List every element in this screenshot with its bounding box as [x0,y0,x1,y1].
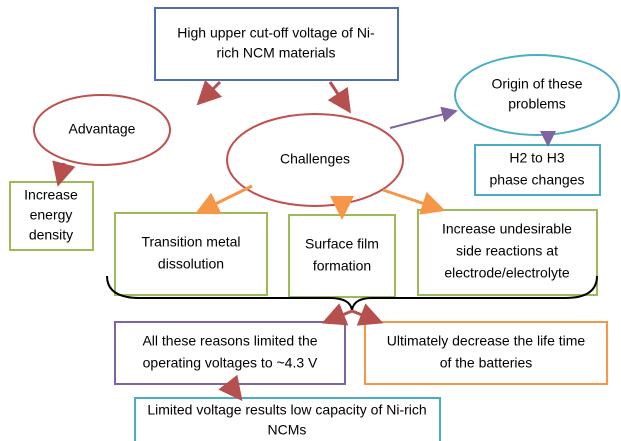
node-label: Origin of these [491,76,582,92]
arrow [196,79,223,106]
ellipse [454,54,620,136]
node-label: Limited voltage results low capacity of … [147,402,426,418]
node-label: High upper cut-off voltage of Ni- [177,25,375,41]
node-label: Transition metal [141,234,240,250]
ellipse [226,113,404,207]
node-label: Advantage [69,121,136,137]
node-label: of the batteries [440,355,533,371]
node-label: Ultimately decrease the life time [387,333,586,349]
arrow [351,303,384,326]
node-label: operating voltages to ~4.3 V [143,355,318,371]
box [288,214,396,298]
arrow [194,184,253,215]
box [9,181,94,251]
node-label: dissolution [158,256,224,272]
node-label: H2 to H3 [509,150,564,166]
labels: High upper cut-off voltage of Ni-rich NC… [24,25,585,438]
arrow [218,374,243,402]
node-label: Increase undesirable [442,221,572,237]
node-label: rich NCM materials [216,45,335,61]
node-label: side reactions at [456,243,558,259]
node-label: NCMs [268,422,307,438]
brace [106,275,598,311]
box [417,209,598,296]
node-label: formation [313,258,371,274]
ellipse [33,94,171,166]
box [474,144,601,196]
arrows [52,79,556,402]
node-label: Surface film [305,236,379,252]
arrow [52,160,76,187]
arrow [382,188,446,215]
arrow [327,81,351,114]
node-label: problems [508,96,566,112]
node-label: electrode/electrolyte [444,265,570,281]
box [134,397,441,441]
node-label: Increase [24,187,78,203]
shapes [9,7,620,441]
box [364,321,608,385]
node-label: phase changes [490,172,585,188]
node-label: Challenges [280,151,350,167]
node-label: energy [30,207,73,223]
box [154,7,399,81]
box [114,321,346,385]
arrow [389,106,458,129]
arrow [321,303,353,326]
node-label: All these reasons limited the [142,333,317,349]
node-label: density [29,227,73,243]
box [114,212,268,296]
